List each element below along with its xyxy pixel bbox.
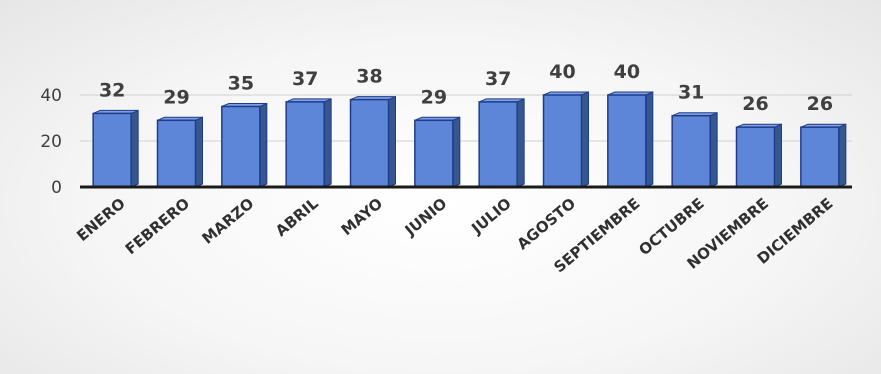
gridlines <box>80 94 852 142</box>
bar-front-face <box>92 112 132 188</box>
bars <box>92 91 847 188</box>
bar-front-face <box>735 126 776 188</box>
category-label: FEBRERO <box>122 194 193 258</box>
bar-junio <box>414 116 461 188</box>
bar-front-face <box>542 94 583 188</box>
bar-side-face <box>259 102 268 188</box>
y-axis-tick-labels: 0 20 40 <box>40 86 62 198</box>
bar-agosto <box>542 91 589 188</box>
bar-side-face <box>195 116 203 188</box>
data-label: 38 <box>356 66 382 88</box>
bar-febrero <box>156 116 203 188</box>
bar-octubre <box>671 111 718 188</box>
bar-front-face <box>800 126 840 188</box>
bar-front-face <box>607 94 647 188</box>
data-label: 37 <box>292 68 318 90</box>
data-label: 26 <box>807 93 833 115</box>
bar-side-face <box>452 116 461 188</box>
category-label: MAYO <box>338 194 386 239</box>
bar-front-face <box>221 105 261 188</box>
bar-marzo <box>221 102 268 188</box>
category-label: AGOSTO <box>514 194 580 253</box>
category-label: MARZO <box>199 194 258 247</box>
bar-side-face <box>323 98 332 188</box>
bar-side-face <box>581 91 589 188</box>
bar-julio <box>478 98 525 188</box>
bar-front-face <box>414 119 454 188</box>
bar-noviembre <box>735 123 782 188</box>
data-label: 32 <box>99 79 125 101</box>
data-label: 40 <box>614 61 640 83</box>
bar-enero <box>92 109 139 188</box>
bar-front-face <box>478 101 518 188</box>
y-tick-label: 40 <box>40 86 62 106</box>
category-label: JULIO <box>467 194 514 238</box>
data-labels: 32 29 35 37 38 29 37 40 40 31 26 26 <box>99 61 833 115</box>
y-tick-label: 0 <box>51 178 62 198</box>
bar-front-face <box>671 114 711 188</box>
data-label: 29 <box>163 86 189 108</box>
data-label: 40 <box>549 61 575 83</box>
bar-front-face <box>285 101 325 188</box>
bar-side-face <box>838 123 847 188</box>
category-label: ABRIL <box>272 194 322 240</box>
bar-front-face <box>349 98 390 188</box>
bar-front-face <box>156 119 197 188</box>
bar-side-face <box>774 123 782 188</box>
category-label: JUNIO <box>401 194 451 240</box>
bar-septiembre <box>607 91 654 188</box>
category-label: ENERO <box>73 194 129 245</box>
bar-side-face <box>388 95 396 188</box>
data-label: 29 <box>421 86 447 108</box>
data-label: 37 <box>485 68 511 90</box>
bar-mayo <box>349 95 396 188</box>
bar-abril <box>285 98 332 188</box>
bar-diciembre <box>800 123 847 188</box>
data-label: 26 <box>742 93 768 115</box>
bar-side-face <box>130 109 139 188</box>
data-label: 35 <box>228 73 254 95</box>
bar-side-face <box>709 111 718 188</box>
y-tick-label: 20 <box>40 132 62 152</box>
data-label: 31 <box>678 82 704 104</box>
bar-side-face <box>645 91 654 188</box>
bar-side-face <box>516 98 525 188</box>
